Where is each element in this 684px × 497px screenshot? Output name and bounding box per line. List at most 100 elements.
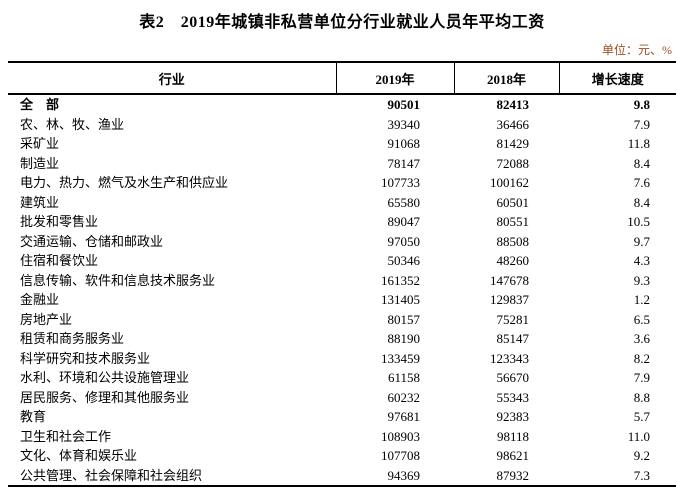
header-2018: 2018年 [453, 62, 559, 95]
header-growth-rate: 增长速度 [558, 62, 676, 95]
header-industry: 行业 [8, 62, 336, 95]
industry-cell: 金融业 [20, 292, 60, 307]
industry-cell: 制造业 [20, 155, 60, 171]
table-row: 建筑业 65580 60501 8.4 [8, 193, 676, 213]
value-2018-cell: 60501 [496, 194, 530, 210]
wage-table: 行业 2019年 2018年 增长速度 全 部 90501 82413 9.8 农、林、… [8, 61, 676, 487]
value-2018-cell: 80551 [496, 214, 530, 229]
growth-rate-cell: 11.0 [627, 428, 650, 444]
table-row: 卫生和社会工作 108903 98118 11.0 [8, 427, 676, 447]
value-2019-cell: 39340 [387, 116, 421, 132]
table-row: 农、林、牧、渔业 39340 36466 7.9 [8, 115, 676, 135]
value-2019-cell: 88190 [387, 331, 421, 346]
value-2019-cell: 131405 [381, 292, 420, 307]
growth-rate-cell: 3.6 [633, 331, 650, 346]
value-2019-cell: 90501 [387, 97, 421, 112]
growth-rate-cell: 7.3 [633, 467, 650, 483]
value-2018-cell: 129837 [490, 292, 529, 307]
growth-rate-cell: 10.5 [627, 214, 650, 229]
value-2019-cell: 133459 [381, 350, 420, 366]
value-2018-cell: 147678 [490, 272, 529, 288]
value-2019-cell: 89047 [387, 214, 421, 229]
value-2018-cell: 56670 [496, 370, 530, 385]
value-2018-cell: 75281 [496, 311, 530, 327]
industry-cell: 卫生和社会工作 [20, 428, 112, 444]
industry-cell: 公共管理、社会保障和社会组织 [20, 467, 203, 483]
value-2019-cell: 78147 [387, 155, 421, 171]
value-2019-cell: 161352 [381, 272, 420, 288]
table-row: 全 部 90501 82413 9.8 [8, 94, 676, 115]
growth-rate-cell: 8.8 [633, 389, 650, 405]
value-2018-cell: 72088 [496, 155, 530, 171]
growth-rate-cell: 7.6 [633, 175, 650, 190]
industry-cell: 科学研究和技术服务业 [20, 350, 151, 366]
value-2018-cell: 123343 [490, 350, 529, 366]
value-2018-cell: 87932 [496, 467, 530, 483]
industry-cell: 文化、体育和娱乐业 [20, 448, 138, 463]
table-row: 信息传输、软件和信息技术服务业 161352 147678 9.3 [8, 271, 676, 291]
industry-cell: 农、林、牧、渔业 [20, 116, 125, 132]
growth-rate-cell: 9.2 [633, 448, 650, 463]
growth-rate-cell: 7.9 [633, 116, 650, 132]
table-row: 居民服务、修理和其他服务业 60232 55343 8.8 [8, 388, 676, 408]
growth-rate-cell: 7.9 [633, 370, 650, 385]
value-2019-cell: 108903 [381, 428, 420, 444]
value-2018-cell: 98621 [496, 448, 530, 463]
industry-cell: 住宿和餐饮业 [20, 253, 99, 268]
value-2019-cell: 97681 [387, 409, 421, 424]
table-title: 表2 2019年城镇非私营单位分行业就业人员年平均工资 [139, 14, 545, 31]
table-row: 房地产业 80157 75281 6.5 [8, 310, 676, 330]
table-body: 全 部 90501 82413 9.8 农、林、牧、渔业 39340 36466 7.9 采矿业… [8, 94, 676, 486]
growth-rate-cell: 8.2 [633, 350, 650, 366]
value-2019-cell: 94369 [387, 467, 421, 483]
value-2018-cell: 100162 [490, 175, 529, 190]
value-2019-cell: 107733 [381, 175, 420, 190]
table-row: 批发和零售业 89047 80551 10.5 [8, 212, 676, 232]
industry-cell: 采矿业 [20, 136, 60, 151]
value-2019-cell: 97050 [387, 233, 421, 249]
value-2018-cell: 88508 [496, 233, 530, 249]
growth-rate-cell: 9.8 [633, 97, 650, 112]
table-row: 金融业 131405 129837 1.2 [8, 290, 676, 310]
growth-rate-cell: 9.7 [633, 233, 650, 249]
growth-rate-cell: 6.5 [633, 311, 650, 327]
industry-cell: 交通运输、仓储和邮政业 [20, 233, 164, 249]
industry-cell: 租赁和商务服务业 [20, 331, 125, 346]
value-2019-cell: 80157 [387, 311, 421, 327]
industry-cell: 建筑业 [20, 194, 60, 210]
industry-cell: 全 部 [20, 97, 60, 112]
table-row: 公共管理、社会保障和社会组织 94369 87932 7.3 [8, 466, 676, 487]
value-2018-cell: 81429 [496, 136, 530, 151]
industry-cell: 批发和零售业 [20, 214, 99, 229]
growth-rate-cell: 8.4 [633, 155, 650, 171]
table-row: 教育 97681 92383 5.7 [8, 407, 676, 427]
value-2019-cell: 65580 [387, 194, 421, 210]
header-2019: 2019年 [335, 62, 454, 95]
table-row: 住宿和餐饮业 50346 48260 4.3 [8, 251, 676, 271]
industry-cell: 电力、热力、燃气及水生产和供应业 [20, 175, 229, 190]
value-2018-cell: 36466 [496, 116, 530, 132]
growth-rate-cell: 11.8 [627, 136, 650, 151]
table-row: 水利、环境和公共设施管理业 61158 56670 7.9 [8, 368, 676, 388]
value-2018-cell: 98118 [496, 428, 529, 444]
table-row: 采矿业 91068 81429 11.8 [8, 134, 676, 154]
value-2018-cell: 82413 [496, 97, 530, 112]
header-row: 行业 2019年 2018年 增长速度 [8, 62, 676, 95]
table-row: 科学研究和技术服务业 133459 123343 8.2 [8, 349, 676, 369]
industry-cell: 房地产业 [20, 311, 73, 327]
growth-rate-cell: 4.3 [633, 253, 650, 268]
value-2019-cell: 50346 [387, 253, 421, 268]
value-2018-cell: 48260 [496, 253, 530, 268]
value-2019-cell: 60232 [387, 389, 421, 405]
industry-cell: 居民服务、修理和其他服务业 [20, 389, 190, 405]
industry-cell: 信息传输、软件和信息技术服务业 [20, 272, 216, 288]
table-row: 文化、体育和娱乐业 107708 98621 9.2 [8, 446, 676, 466]
table-row: 交通运输、仓储和邮政业 97050 88508 9.7 [8, 232, 676, 252]
value-2019-cell: 91068 [387, 136, 421, 151]
unit-note: 单位：元、% [602, 43, 672, 57]
table-row: 电力、热力、燃气及水生产和供应业 107733 100162 7.6 [8, 173, 676, 193]
industry-cell: 教育 [20, 409, 47, 424]
industry-cell: 水利、环境和公共设施管理业 [20, 370, 190, 385]
table-row: 租赁和商务服务业 88190 85147 3.6 [8, 329, 676, 349]
